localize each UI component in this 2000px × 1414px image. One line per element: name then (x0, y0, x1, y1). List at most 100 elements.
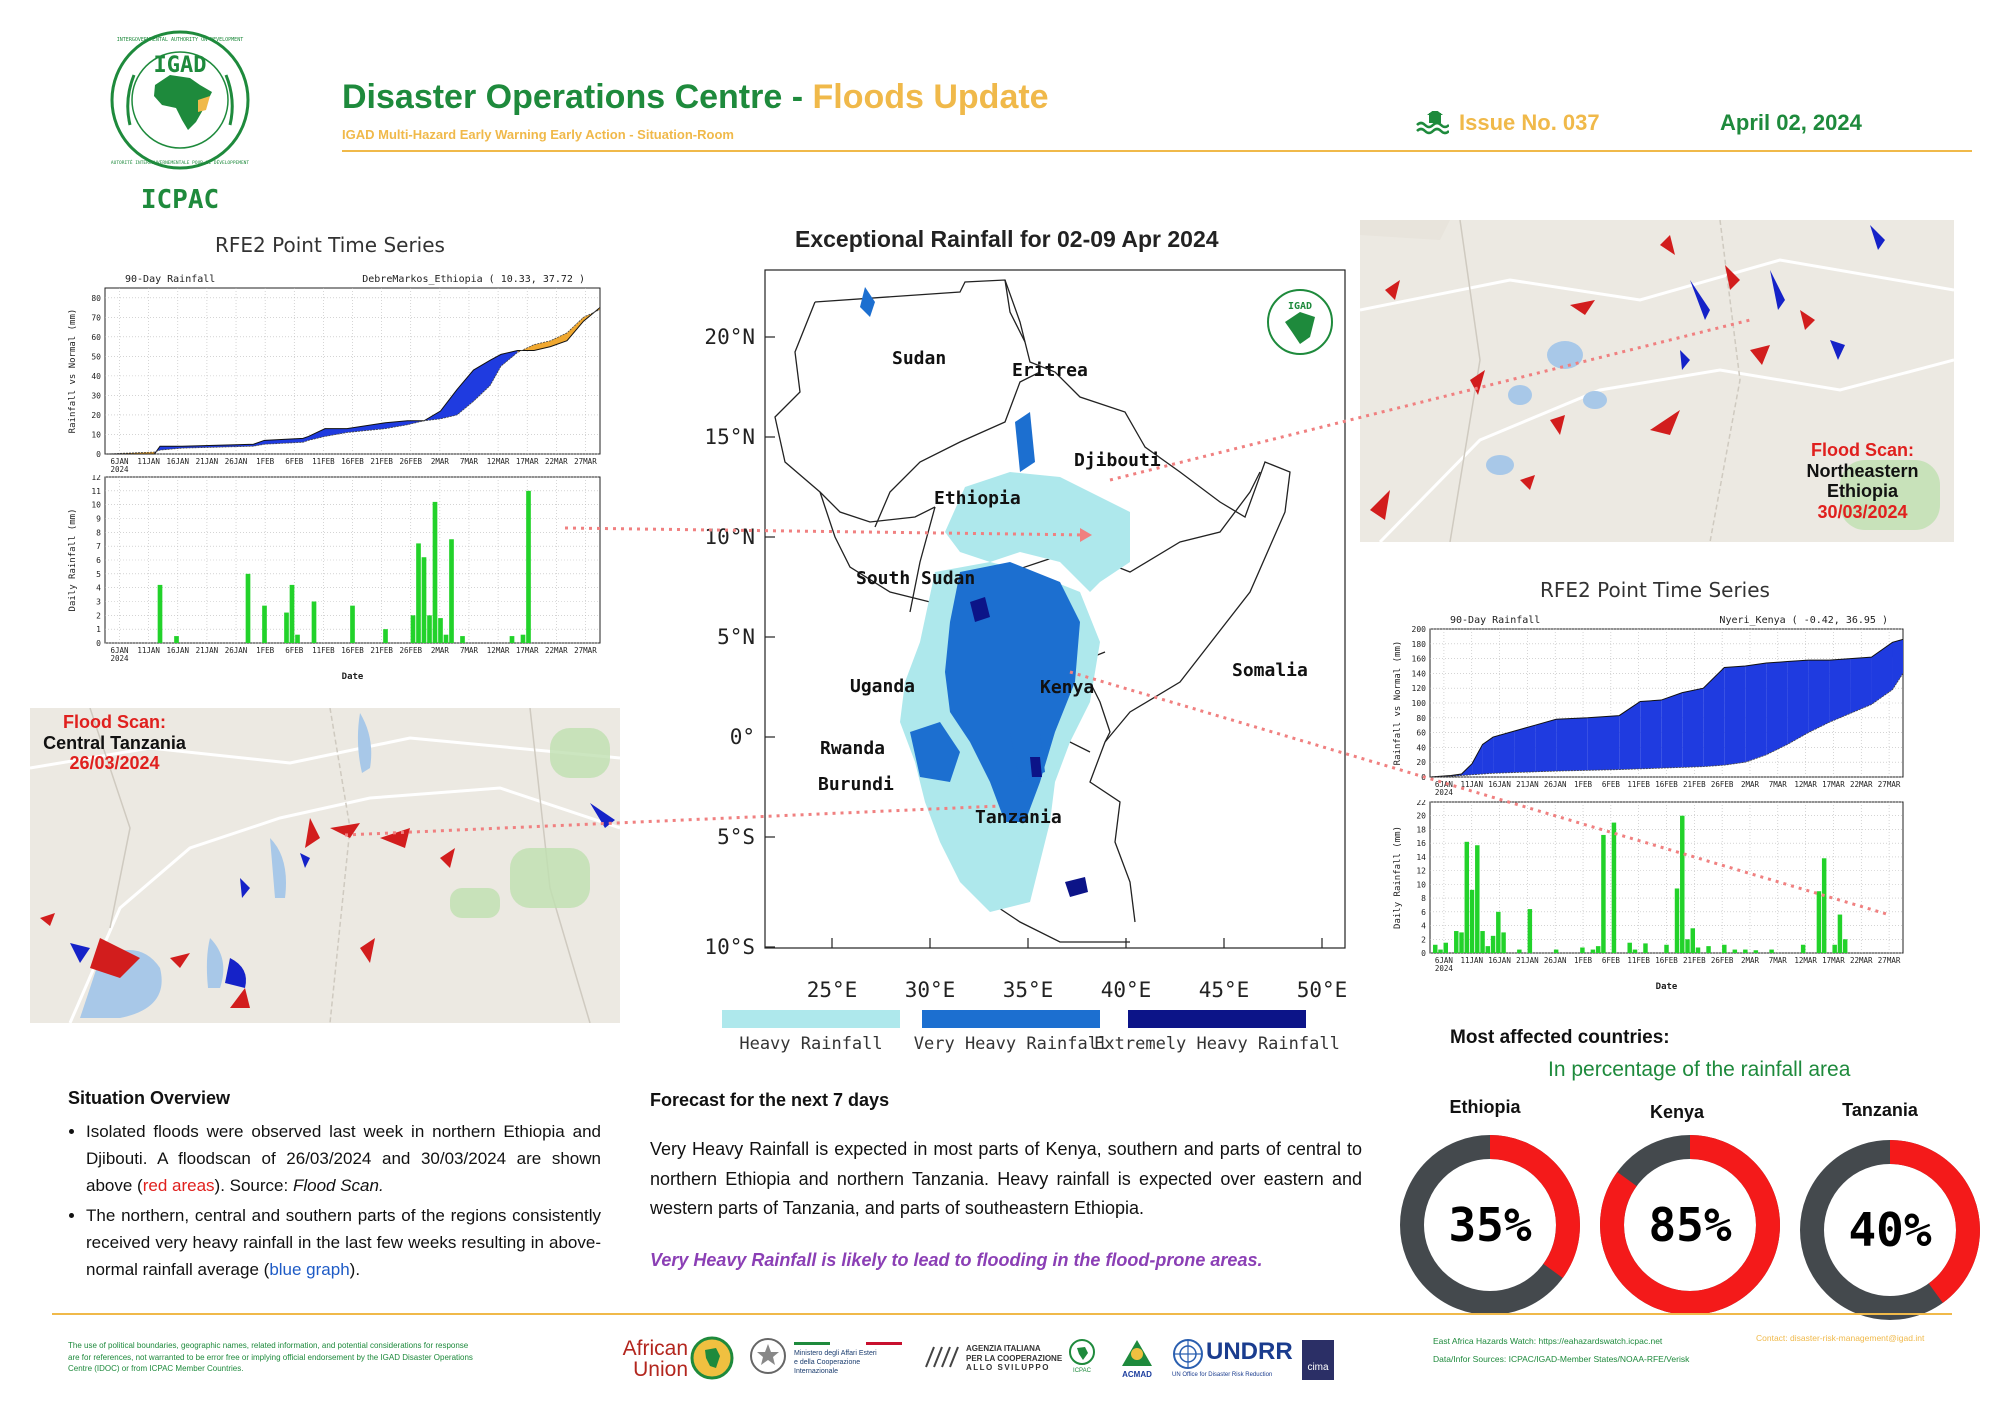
x-tick-label: 6JAN (111, 646, 129, 655)
y-tick-label: 20 (1416, 758, 1426, 767)
igad-icpac-logo: IGAD INTERGOVERNMENTAL AUTHORITY ON DEVE… (110, 30, 250, 215)
x-tick-label: 6FEB (285, 646, 304, 655)
lat-label: 5°S (717, 825, 755, 849)
logo-top-text: INTERGOVERNMENTAL AUTHORITY ON DEVELOPME… (117, 37, 243, 43)
donut-country-kenya: Kenya (1649, 1102, 1705, 1122)
donut-tanzania: 40% (1800, 1140, 1980, 1320)
area-segment (473, 360, 490, 402)
x-tick-label: 11JAN (137, 646, 160, 655)
country-label: Kenya (1040, 677, 1094, 698)
country-label: Ethiopia (934, 488, 1021, 509)
area-segment (1682, 688, 1704, 768)
legend-swatch-extreme (1128, 1010, 1306, 1028)
area-segment (1808, 660, 1830, 733)
y-tick-label: 4 (1421, 922, 1426, 931)
situation-title: Situation Overview (68, 1088, 231, 1108)
x-tick-label: 6FEB (1602, 780, 1621, 789)
daily-bar (1496, 911, 1501, 953)
y-tick-label: 30 (91, 391, 101, 400)
y-tick-label: 12 (91, 475, 101, 482)
daily-bar (1433, 944, 1438, 953)
x-tick-label: 16JAN (1488, 780, 1511, 789)
contact-link[interactable]: Contact: disaster-risk-management@igad.i… (1756, 1333, 1925, 1343)
y-tick-label: 3 (96, 598, 101, 607)
flood-scan-ethiopia-region: Northeastern Ethiopia (1806, 460, 1919, 502)
daily-bar (1800, 944, 1806, 953)
daily-bar (1595, 946, 1601, 953)
chart-location: DebreMarkos_Ethiopia ( 10.33, 37.72 ) (362, 274, 585, 285)
area-segment (550, 332, 567, 347)
flood-scan-tanzania-title: Flood Scan: (63, 712, 166, 732)
x-tick-label: 21FEB (370, 646, 393, 655)
daily-bar (410, 615, 416, 643)
footer-divider (52, 1313, 1952, 1315)
y-tick-label: 20 (91, 411, 101, 420)
y-tick-label: 200 (1412, 625, 1427, 634)
x-year-label: 2024 (111, 465, 130, 474)
daily-bar (295, 634, 300, 643)
acmad-text: ACMAD (1122, 1370, 1152, 1379)
flood-scan-tanzania-caption: Flood Scan: Central Tanzania 26/03/2024 (32, 712, 197, 774)
daily-bar (262, 605, 267, 643)
legend-swatch-heavy (722, 1010, 900, 1028)
daily-bar (1769, 949, 1774, 953)
x-tick-label: 11FEB (1627, 956, 1650, 965)
exceptional-rainfall-map: IGAD 20°N 15°N 10°N 5°N 0° 5°S 10°S 25°E… (704, 269, 1347, 1054)
logo-bottom-text: AUTORITÉ INTERGOUVERNEMENTALE POUR LE DÉ… (111, 158, 249, 166)
logo-igad-text: IGAD (154, 53, 207, 78)
cima-text: cima (1307, 1362, 1329, 1373)
lat-label: 5°N (717, 625, 755, 649)
daily-bar (1475, 845, 1480, 953)
aics-text: AGENZIA ITALIANA (966, 1344, 1041, 1353)
country-label: Uganda (850, 676, 915, 697)
x-tick-label: 6FEB (1602, 956, 1621, 965)
y-tick-label: 1 (96, 625, 101, 634)
y-tick-label: 0 (1421, 773, 1426, 782)
daily-bar (449, 539, 454, 643)
y-tick-label: 10 (91, 430, 101, 439)
donut-percent-label: 85% (1648, 1198, 1731, 1252)
area-segment (1787, 660, 1809, 745)
aics-text: PER LA COOPERAZIONE (966, 1353, 1063, 1363)
flood-wave-icon (1416, 111, 1449, 135)
y-tick-label: 160 (1412, 655, 1427, 664)
x-tick-label: 6FEB (285, 457, 304, 466)
area-segment (534, 340, 551, 351)
country-label: Somalia (1232, 660, 1308, 681)
daily-bar (1553, 949, 1559, 953)
hazards-watch-link[interactable]: East Africa Hazards Watch: https://eahaz… (1433, 1336, 1663, 1346)
icpac-small-logo-icon (1069, 1339, 1095, 1365)
x-tick-label: 21JAN (196, 646, 219, 655)
x-tick-label: 6JAN (1435, 956, 1453, 965)
y-tick-label: 60 (91, 333, 101, 342)
donut-fill (1800, 1140, 1980, 1320)
area-segment (1766, 661, 1788, 755)
undrr-text: UNDRR (1206, 1338, 1293, 1365)
area-segment (347, 422, 386, 433)
x-tick-label: 21JAN (196, 457, 219, 466)
nyeri-daily-chart: 0 2 4 6 8 10 12 14 16 18 20 22 6JAN 11JAN 16JAN 21JAN 26… (1393, 800, 1904, 992)
x-tick-label: 26JAN (225, 646, 248, 655)
situation-text: ). (349, 1259, 361, 1279)
red-areas-text: red areas (142, 1176, 215, 1196)
lat-label: 10°N (704, 525, 755, 549)
y-tick-label: 10 (91, 501, 101, 510)
x-tick-label: 2MAR (431, 457, 450, 466)
area-segment (1493, 731, 1515, 774)
normal-line (104, 309, 601, 455)
lon-label: 25°E (807, 978, 858, 1002)
x-tick-label: 27MAR (574, 457, 597, 466)
daily-bar (1601, 834, 1606, 953)
x-tick-label: 7MAR (1769, 956, 1788, 965)
y-tick-label: 16 (1416, 839, 1426, 848)
african-union-logo: African Union (618, 1338, 688, 1380)
x-tick-label: 21JAN (1516, 956, 1539, 965)
legend-label-very-heavy: Very Heavy Rainfall (914, 1034, 1108, 1054)
y-tick-label: 20 (1416, 812, 1426, 821)
daily-bar (350, 605, 355, 643)
donut-percent-label: 35% (1448, 1198, 1531, 1252)
daily-bar (1643, 943, 1648, 953)
x-tick-label: 11FEB (312, 457, 335, 466)
daily-bar (1753, 950, 1759, 953)
